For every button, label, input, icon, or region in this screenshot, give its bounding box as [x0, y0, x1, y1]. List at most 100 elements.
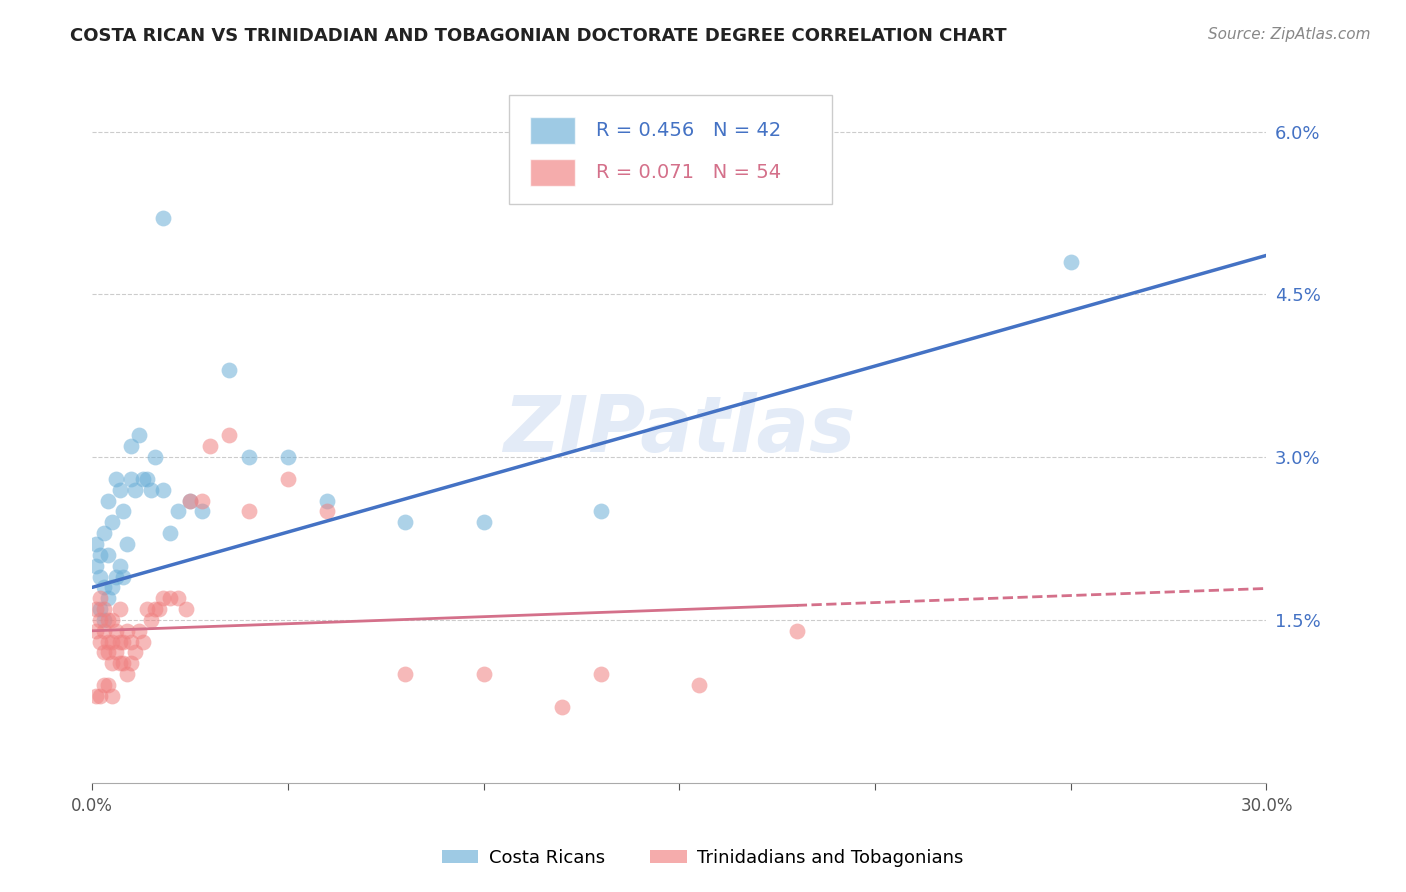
- Point: [104, 472, 127, 486]
- Text: Source: ZipAtlas.com: Source: ZipAtlas.com: [1208, 27, 1371, 42]
- Point: [167, 504, 190, 518]
- Point: [93, 678, 115, 692]
- Point: [159, 591, 181, 606]
- Point: [120, 634, 142, 648]
- Text: COSTA RICAN VS TRINIDADIAN AND TOBAGONIAN DOCTORATE DEGREE CORRELATION CHART: COSTA RICAN VS TRINIDADIAN AND TOBAGONIA…: [70, 27, 1007, 45]
- Point: [89, 591, 111, 606]
- Point: [589, 504, 612, 518]
- Point: [316, 493, 339, 508]
- Point: [551, 699, 574, 714]
- Point: [128, 624, 150, 638]
- Point: [191, 493, 214, 508]
- Text: ZIPatlas: ZIPatlas: [503, 392, 855, 468]
- Point: [218, 363, 240, 377]
- Point: [472, 667, 495, 681]
- Point: [218, 428, 240, 442]
- Point: [394, 516, 416, 530]
- Point: [97, 613, 120, 627]
- Point: [128, 428, 150, 442]
- Point: [89, 548, 111, 562]
- Point: [136, 472, 159, 486]
- Point: [89, 634, 111, 648]
- Point: [104, 624, 127, 638]
- Point: [132, 634, 155, 648]
- Point: [152, 591, 174, 606]
- Point: [191, 504, 214, 518]
- FancyBboxPatch shape: [530, 160, 575, 186]
- Point: [100, 516, 122, 530]
- Text: R = 0.456   N = 42: R = 0.456 N = 42: [596, 120, 782, 140]
- Point: [316, 504, 339, 518]
- Point: [198, 439, 221, 453]
- Point: [132, 472, 155, 486]
- Point: [84, 558, 107, 573]
- Point: [143, 450, 166, 465]
- Point: [1060, 255, 1083, 269]
- Point: [238, 504, 260, 518]
- Point: [97, 548, 120, 562]
- Point: [148, 602, 170, 616]
- Point: [93, 645, 115, 659]
- Point: [100, 580, 122, 594]
- Point: [108, 558, 131, 573]
- Point: [124, 483, 146, 497]
- Point: [152, 211, 174, 226]
- Point: [93, 526, 115, 541]
- Point: [159, 526, 181, 541]
- Point: [93, 613, 115, 627]
- Point: [786, 624, 808, 638]
- Point: [89, 602, 111, 616]
- Point: [112, 634, 135, 648]
- Point: [108, 483, 131, 497]
- Point: [93, 580, 115, 594]
- Point: [100, 613, 122, 627]
- Text: R = 0.071   N = 54: R = 0.071 N = 54: [596, 163, 782, 182]
- Point: [84, 537, 107, 551]
- Point: [84, 689, 107, 703]
- Point: [139, 483, 162, 497]
- Point: [100, 657, 122, 671]
- Point: [277, 450, 299, 465]
- Point: [108, 602, 131, 616]
- Point: [277, 472, 299, 486]
- Point: [124, 645, 146, 659]
- Point: [100, 634, 122, 648]
- Point: [174, 602, 197, 616]
- Point: [93, 602, 115, 616]
- Point: [152, 483, 174, 497]
- Point: [97, 645, 120, 659]
- Point: [93, 624, 115, 638]
- FancyBboxPatch shape: [509, 95, 832, 204]
- Point: [472, 516, 495, 530]
- Point: [84, 624, 107, 638]
- Legend: Costa Ricans, Trinidadians and Tobagonians: Costa Ricans, Trinidadians and Tobagonia…: [434, 842, 972, 874]
- Point: [89, 689, 111, 703]
- Point: [89, 569, 111, 583]
- Point: [589, 667, 612, 681]
- Point: [117, 537, 139, 551]
- Point: [120, 657, 142, 671]
- Point: [117, 624, 139, 638]
- Point: [112, 569, 135, 583]
- Point: [136, 602, 159, 616]
- Point: [238, 450, 260, 465]
- Point: [97, 591, 120, 606]
- Point: [108, 634, 131, 648]
- Point: [97, 634, 120, 648]
- Point: [112, 657, 135, 671]
- Point: [97, 493, 120, 508]
- Point: [179, 493, 201, 508]
- Point: [688, 678, 710, 692]
- Point: [97, 678, 120, 692]
- Point: [112, 504, 135, 518]
- FancyBboxPatch shape: [530, 117, 575, 144]
- Point: [104, 645, 127, 659]
- Point: [100, 689, 122, 703]
- Point: [120, 439, 142, 453]
- Point: [143, 602, 166, 616]
- Point: [139, 613, 162, 627]
- Point: [104, 569, 127, 583]
- Point: [89, 613, 111, 627]
- Point: [84, 602, 107, 616]
- Point: [120, 472, 142, 486]
